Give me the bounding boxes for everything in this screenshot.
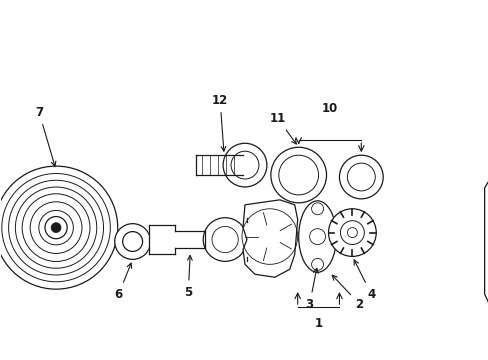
Circle shape [203, 218, 246, 261]
Circle shape [270, 147, 326, 203]
Polygon shape [243, 200, 297, 277]
Text: 1: 1 [314, 318, 322, 330]
Circle shape [339, 155, 383, 199]
Text: 10: 10 [321, 102, 337, 115]
Circle shape [45, 217, 67, 239]
Text: 3: 3 [305, 268, 318, 311]
Text: 5: 5 [184, 256, 192, 299]
Text: 9: 9 [0, 359, 1, 360]
Polygon shape [484, 172, 488, 313]
Text: 11: 11 [269, 112, 296, 144]
Text: 6: 6 [114, 263, 131, 301]
Ellipse shape [298, 201, 336, 272]
Text: 8: 8 [0, 359, 1, 360]
Circle shape [115, 224, 150, 260]
Circle shape [51, 223, 61, 233]
Circle shape [0, 166, 118, 289]
Circle shape [328, 209, 375, 256]
Text: 4: 4 [353, 260, 375, 301]
Text: 2: 2 [331, 275, 363, 311]
Circle shape [223, 143, 266, 187]
Text: 7: 7 [35, 106, 56, 166]
Text: 12: 12 [212, 94, 228, 151]
